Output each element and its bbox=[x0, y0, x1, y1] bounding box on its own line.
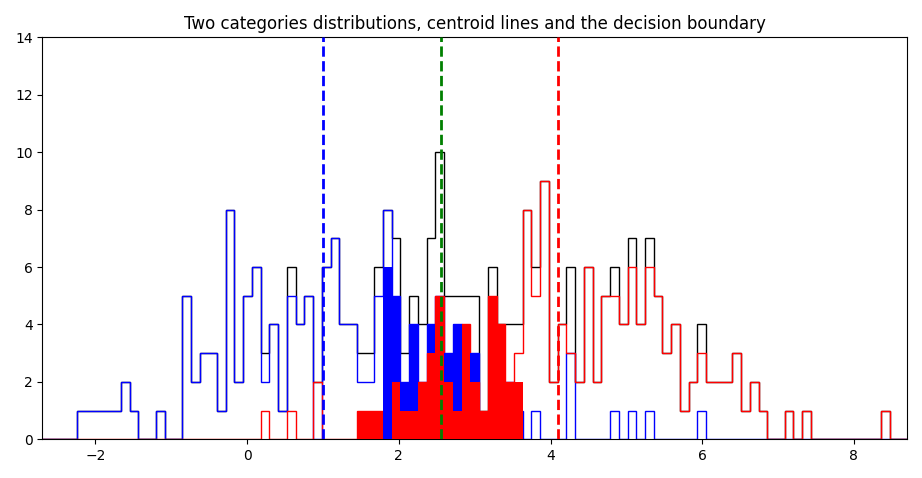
Bar bbox=[497, 325, 505, 439]
Bar bbox=[505, 382, 514, 439]
Bar bbox=[374, 411, 383, 439]
Bar bbox=[357, 411, 365, 439]
Title: Two categories distributions, centroid lines and the decision boundary: Two categories distributions, centroid l… bbox=[183, 15, 765, 33]
Bar bbox=[479, 411, 488, 439]
Bar bbox=[488, 296, 497, 439]
Bar bbox=[383, 267, 392, 439]
Bar bbox=[365, 411, 374, 439]
Bar bbox=[435, 296, 444, 439]
Bar bbox=[400, 382, 409, 439]
Bar bbox=[418, 382, 427, 439]
Bar bbox=[514, 382, 523, 439]
Bar bbox=[462, 411, 470, 439]
Bar bbox=[400, 411, 409, 439]
Bar bbox=[418, 382, 427, 439]
Bar bbox=[488, 411, 497, 439]
Bar bbox=[427, 325, 435, 439]
Bar bbox=[392, 296, 400, 439]
Bar bbox=[453, 411, 462, 439]
Bar bbox=[453, 325, 462, 439]
Bar bbox=[462, 325, 470, 439]
Bar bbox=[392, 382, 400, 439]
Bar bbox=[444, 382, 453, 439]
Bar bbox=[435, 296, 444, 439]
Bar bbox=[427, 353, 435, 439]
Bar bbox=[409, 411, 418, 439]
Bar bbox=[470, 382, 479, 439]
Bar bbox=[470, 353, 479, 439]
Bar bbox=[444, 353, 453, 439]
Bar bbox=[409, 325, 418, 439]
